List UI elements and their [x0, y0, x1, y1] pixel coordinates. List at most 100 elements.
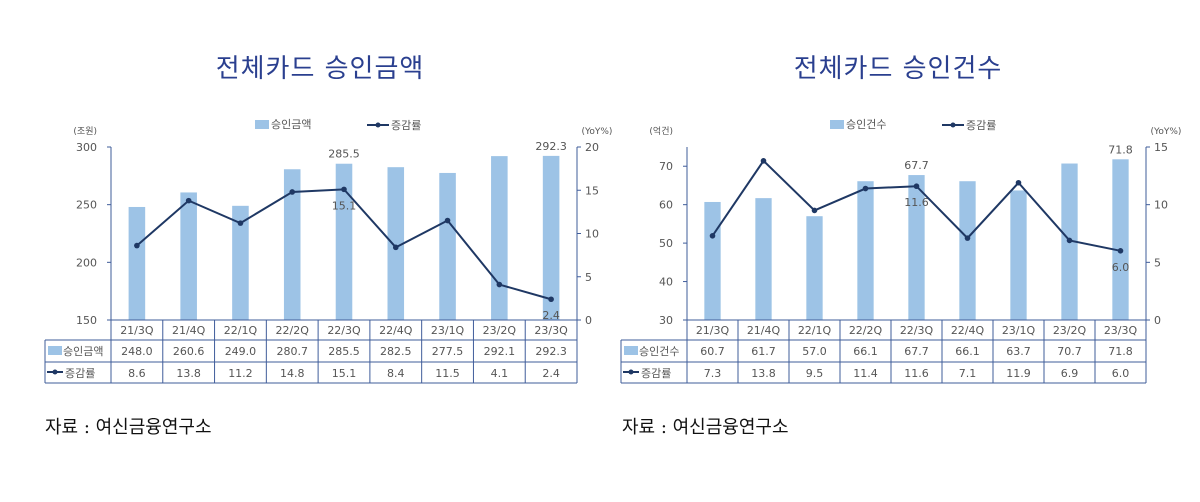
left-tick-label: 150 [76, 314, 97, 327]
bar-22/4Q [959, 181, 976, 320]
legend-line-label: 증감률 [391, 119, 421, 132]
table-cell-bar-value: 66.1 [955, 345, 980, 358]
growth-point-21/3Q [134, 242, 140, 249]
bar-21/3Q [704, 201, 721, 320]
bar-22/2Q [283, 169, 301, 320]
table-cell-bar-value: 277.5 [432, 345, 464, 358]
category-label: 22/1Q [798, 324, 832, 337]
table-bar-swatch [48, 346, 62, 355]
right-unit-label: (YoY%) [582, 127, 613, 137]
growth-point-21/3Q [709, 233, 716, 239]
category-label: 23/1Q [1002, 324, 1036, 337]
growth-point-22/4Q [964, 235, 971, 241]
table-cell-bar-value: 67.7 [904, 345, 929, 358]
left-tick-label: 70 [659, 160, 673, 173]
right-tick-label: 15 [1154, 141, 1168, 154]
right-tick-label: 5 [1154, 256, 1161, 269]
chart-0: (조원) (YoY%)승인금액 증감률15020025030005101520285… [44, 118, 613, 384]
table-cell-line-value: 11.9 [1006, 367, 1031, 380]
growth-point-22/3Q [341, 186, 347, 193]
growth-point-22/1Q [811, 207, 818, 214]
category-label: 22/1Q [224, 324, 258, 337]
category-label: 21/4Q [172, 324, 206, 337]
growth-point-23/1Q [444, 217, 451, 224]
growth-point-21/4Q [185, 197, 192, 204]
table-cell-line-value: 13.8 [176, 367, 201, 380]
bar-22/1Q [806, 216, 823, 320]
growth-point-23/3Q [1117, 248, 1124, 254]
category-label: 22/3Q [900, 324, 934, 337]
left-tick-label: 200 [76, 256, 97, 269]
right-unit-label: (YoY%) [1151, 127, 1182, 137]
source-note-count: 자료 : 여신금융연구소 [622, 417, 789, 438]
table-row-label: 승인건수 [639, 345, 679, 358]
table-cell-bar-value: 292.1 [484, 345, 516, 358]
bar-23/3Q [542, 155, 560, 320]
category-label: 21/3Q [120, 324, 154, 337]
table-cell-line-value: 11.2 [228, 367, 253, 380]
growth-point-23/2Q [1066, 237, 1073, 244]
bar-23/1Q [439, 172, 456, 320]
table-cell-bar-value: 292.3 [535, 345, 567, 358]
bar-23/3Q [1112, 159, 1129, 320]
table-cell-line-value: 11.5 [435, 367, 460, 380]
table-cell-bar-value: 57.0 [802, 345, 827, 358]
source-note-amount: 자료 : 여신금융연구소 [45, 417, 212, 438]
growth-point-22/1Q [237, 220, 244, 226]
bar-22/4Q [387, 167, 405, 320]
table-cell-line-value: 8.6 [128, 367, 146, 380]
table-cell-bar-value: 71.8 [1108, 345, 1133, 358]
legend-line-marker [375, 122, 381, 128]
bar-data-label: 71.8 [1108, 143, 1133, 156]
category-label: 22/4Q [379, 324, 413, 337]
table-cell-bar-value: 260.6 [173, 345, 205, 358]
table-bar-swatch [624, 346, 638, 355]
category-label: 22/3Q [327, 324, 361, 337]
table-cell-line-value: 14.8 [280, 367, 305, 380]
table-cell-bar-value: 285.5 [328, 345, 360, 358]
right-tick-label: 0 [585, 314, 592, 327]
right-tick-label: 20 [585, 141, 599, 154]
category-label: 21/4Q [747, 324, 781, 337]
left-tick-label: 250 [76, 199, 97, 212]
line-data-label: 6.0 [1112, 261, 1130, 274]
table-row-label: 증감률 [641, 367, 671, 380]
table-cell-line-value: 9.5 [806, 367, 824, 380]
category-label: 21/3Q [696, 324, 730, 337]
table-line-marker [628, 369, 634, 375]
growth-point-23/1Q [1015, 179, 1022, 186]
bar-23/1Q [1010, 190, 1027, 320]
bar-22/2Q [857, 181, 874, 320]
table-cell-line-value: 15.1 [332, 367, 357, 380]
table-cell-bar-value: 280.7 [276, 345, 308, 358]
line-data-label: 15.1 [332, 199, 357, 212]
bar-data-label: 67.7 [904, 159, 929, 172]
table-cell-bar-value: 61.7 [751, 345, 776, 358]
category-label: 22/4Q [951, 324, 985, 337]
bar-21/4Q [755, 198, 772, 320]
category-label: 22/2Q [276, 324, 310, 337]
right-tick-label: 10 [585, 228, 599, 241]
legend-bar-label: 승인건수 [846, 118, 886, 131]
category-label: 22/2Q [849, 324, 883, 337]
table-cell-bar-value: 248.0 [121, 345, 153, 358]
line-data-label: 11.6 [904, 196, 929, 209]
legend-bar-label: 승인금액 [271, 118, 311, 131]
left-unit-label: (억건) [649, 125, 673, 137]
growth-point-23/3Q [548, 296, 554, 303]
table-cell-bar-value: 66.1 [853, 345, 878, 358]
bar-22/3Q [908, 175, 925, 320]
table-cell-line-value: 7.1 [959, 367, 977, 380]
line-data-label: 2.4 [542, 309, 560, 322]
table-cell-line-value: 6.0 [1112, 367, 1130, 380]
right-tick-label: 0 [1154, 314, 1161, 327]
legend-bar-swatch [830, 120, 844, 129]
growth-point-21/4Q [760, 158, 767, 164]
bar-data-label: 292.3 [535, 140, 567, 153]
right-tick-label: 10 [1154, 199, 1168, 212]
bar-23/2Q [491, 156, 508, 320]
category-label: 23/1Q [431, 324, 465, 337]
right-tick-label: 5 [585, 271, 592, 284]
left-tick-label: 50 [659, 237, 673, 250]
